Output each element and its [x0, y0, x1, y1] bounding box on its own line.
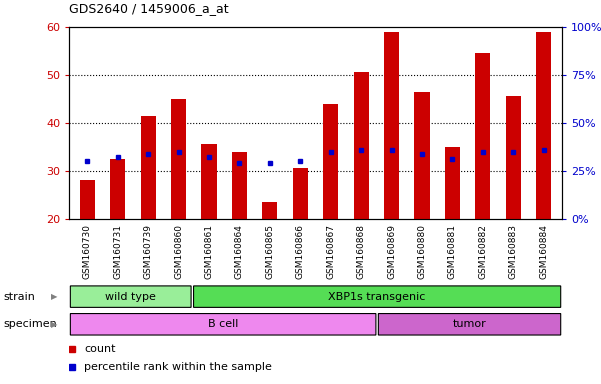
Bar: [110, 159, 126, 219]
Bar: [171, 99, 186, 219]
Text: count: count: [84, 344, 115, 354]
Text: GSM160883: GSM160883: [509, 224, 517, 279]
Bar: [505, 96, 521, 219]
Bar: [262, 202, 278, 219]
Text: percentile rank within the sample: percentile rank within the sample: [84, 361, 272, 372]
FancyBboxPatch shape: [194, 286, 561, 307]
Text: GSM160864: GSM160864: [235, 224, 244, 279]
FancyBboxPatch shape: [379, 314, 561, 335]
Bar: [445, 147, 460, 219]
Bar: [536, 31, 551, 219]
Text: GSM160866: GSM160866: [296, 224, 305, 279]
Text: GSM160882: GSM160882: [478, 224, 487, 279]
Text: GSM160868: GSM160868: [356, 224, 365, 279]
Text: tumor: tumor: [453, 319, 486, 329]
Bar: [415, 92, 430, 219]
Bar: [201, 144, 216, 219]
Text: ▶: ▶: [51, 320, 57, 329]
Text: GSM160730: GSM160730: [83, 224, 92, 279]
Text: GSM160881: GSM160881: [448, 224, 457, 279]
Text: GSM160869: GSM160869: [387, 224, 396, 279]
Bar: [232, 152, 247, 219]
Text: ▶: ▶: [51, 292, 57, 301]
Text: GSM160865: GSM160865: [266, 224, 275, 279]
Text: GSM160861: GSM160861: [204, 224, 213, 279]
Text: GSM160867: GSM160867: [326, 224, 335, 279]
Bar: [141, 116, 156, 219]
Text: GSM160880: GSM160880: [418, 224, 427, 279]
Text: GSM160884: GSM160884: [539, 224, 548, 279]
Text: wild type: wild type: [105, 291, 156, 302]
Text: GDS2640 / 1459006_a_at: GDS2640 / 1459006_a_at: [69, 2, 229, 15]
Text: specimen: specimen: [3, 319, 56, 329]
Text: strain: strain: [3, 291, 35, 302]
Text: GSM160860: GSM160860: [174, 224, 183, 279]
Text: XBP1s transgenic: XBP1s transgenic: [328, 291, 426, 302]
Bar: [323, 104, 338, 219]
Bar: [293, 169, 308, 219]
Bar: [384, 31, 399, 219]
Bar: [353, 73, 369, 219]
FancyBboxPatch shape: [70, 286, 191, 307]
Text: GSM160731: GSM160731: [114, 224, 122, 279]
Bar: [475, 53, 490, 219]
Bar: [80, 180, 95, 219]
FancyBboxPatch shape: [70, 314, 376, 335]
Text: B cell: B cell: [208, 319, 239, 329]
Text: GSM160739: GSM160739: [144, 224, 153, 279]
